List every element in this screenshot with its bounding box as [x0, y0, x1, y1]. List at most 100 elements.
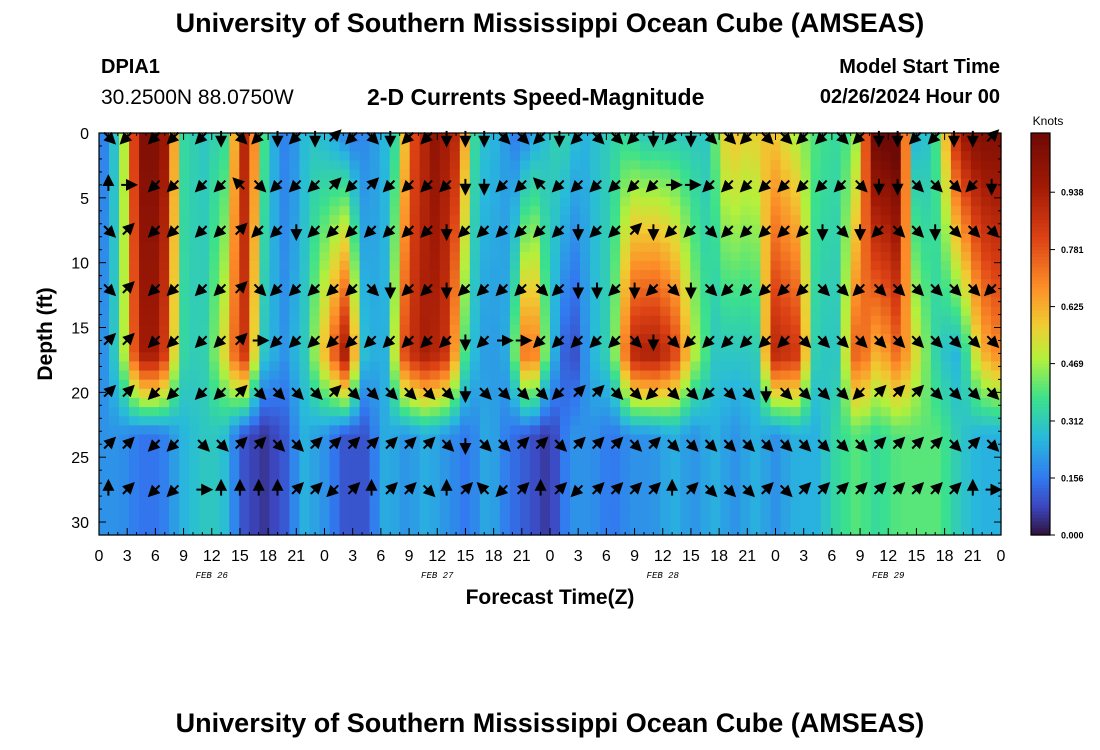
heat-cell [469, 489, 481, 500]
heat-cell [509, 461, 521, 472]
heat-cell [309, 425, 321, 436]
heat-cell [720, 397, 731, 408]
heat-cell [209, 452, 220, 463]
heat-cell [840, 142, 852, 152]
heat-cell [750, 416, 762, 426]
heat-cell [499, 361, 511, 372]
heat-cell [159, 142, 170, 152]
colorbar-band [1031, 434, 1050, 439]
heat-cell [429, 324, 441, 335]
heat-cell [890, 352, 902, 363]
heat-cell [539, 379, 551, 390]
heat-cell [710, 343, 721, 353]
heat-cell [179, 270, 190, 280]
heat-cell [590, 525, 601, 536]
heat-cell [890, 324, 902, 335]
current-arrow [532, 335, 546, 349]
heat-cell [950, 516, 962, 527]
heat-cell [299, 471, 311, 481]
colorbar-band [1031, 491, 1050, 496]
heat-cell [199, 352, 210, 363]
heat-cell [489, 224, 501, 235]
current-arrow [166, 439, 180, 452]
heat-cell [219, 452, 230, 463]
heat-cell [750, 324, 762, 335]
colorbar-band [1031, 313, 1050, 318]
heat-cell [509, 525, 521, 536]
current-arrow [758, 283, 772, 297]
heat-cell [129, 133, 140, 143]
heat-cell [680, 434, 691, 445]
heat-cell [109, 525, 120, 536]
heat-cell [469, 279, 481, 289]
heat-cell [660, 388, 671, 399]
heat-cell [880, 133, 892, 143]
heat-cell [730, 452, 742, 463]
colorbar-band [1031, 317, 1050, 322]
heat-cell [339, 251, 351, 262]
current-arrow [234, 436, 248, 450]
colorbar-band [1031, 283, 1050, 288]
heat-cell [309, 352, 321, 363]
heat-cell [940, 407, 952, 417]
heat-cell [109, 169, 120, 180]
heat-cell [189, 489, 200, 500]
heat-cell [189, 270, 200, 280]
heat-cell [880, 178, 892, 189]
heat-cell [109, 279, 120, 289]
heat-cell [309, 142, 321, 152]
heat-cell [960, 233, 972, 244]
heat-cell [129, 452, 140, 463]
heat-cell [239, 489, 250, 500]
heat-cell [640, 251, 651, 262]
heat-cell [249, 251, 260, 262]
heat-cell [930, 516, 942, 527]
current-arrow [122, 222, 135, 236]
heat-cell [259, 343, 270, 353]
current-arrow [535, 283, 549, 297]
heat-cell [139, 270, 150, 280]
heat-cell [720, 288, 731, 299]
heat-cell [690, 434, 701, 445]
heat-cell [249, 187, 260, 198]
heat-cell [409, 169, 421, 180]
heat-cell [600, 452, 611, 463]
heat-cell [720, 361, 731, 372]
heat-cell [820, 215, 832, 225]
heat-cell [139, 251, 150, 262]
heat-cell [229, 397, 240, 408]
heat-cell [650, 425, 661, 436]
colorbar-band [1031, 323, 1050, 328]
heat-cell [259, 160, 270, 171]
heat-cell [990, 379, 1002, 390]
heat-cell [109, 416, 120, 426]
heat-cell [449, 407, 461, 417]
heat-cell [640, 525, 651, 536]
heat-cell [329, 498, 341, 509]
heat-cell [570, 498, 581, 509]
heat-cell [459, 251, 471, 262]
heat-cell [119, 324, 130, 335]
heat-cell [399, 251, 411, 262]
heat-cell [890, 178, 902, 189]
heat-cell [529, 461, 541, 472]
heat-cell [890, 187, 902, 198]
heat-cell [640, 507, 651, 518]
heat-cell [940, 461, 952, 472]
heat-cell [249, 425, 260, 436]
heat-cell [399, 297, 411, 308]
heat-cell [720, 260, 731, 271]
heat-cell [660, 334, 671, 344]
heat-cell [299, 196, 311, 207]
heat-cell [399, 352, 411, 363]
heat-cell [980, 260, 992, 271]
heat-cell [600, 525, 611, 536]
heat-cell [449, 443, 461, 454]
colorbar-band [1031, 327, 1050, 332]
heat-cell [770, 196, 782, 207]
heat-cell [229, 242, 240, 253]
heat-cell [489, 133, 501, 143]
current-arrow [836, 225, 849, 238]
heat-cell [239, 288, 250, 299]
current-arrow [720, 283, 734, 297]
